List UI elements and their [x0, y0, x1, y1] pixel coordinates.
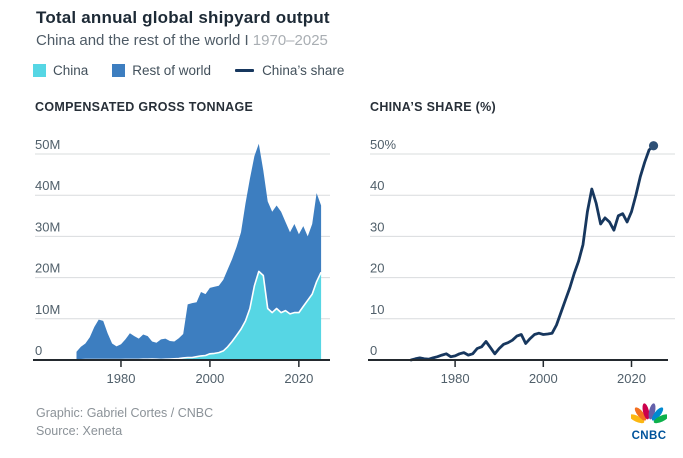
china-share-line — [409, 144, 656, 362]
legend-label-china-share: China’s share — [262, 63, 345, 78]
rest-of-world-swatch-icon — [112, 64, 126, 77]
x-axis-label: 1980 — [441, 371, 470, 386]
y-axis-label: 10 — [370, 302, 384, 317]
cnbc-wordmark: CNBC — [631, 430, 667, 442]
x-axis-label: 2020 — [617, 371, 646, 386]
footer: Graphic: Gabriel Cortes / CNBC Source: X… — [36, 404, 213, 440]
end-point-dot — [648, 141, 659, 151]
y-axis-label: 20M — [35, 261, 60, 276]
y-axis-label: 30 — [370, 219, 384, 234]
graphic-credit: Graphic: Gabriel Cortes / CNBC — [36, 406, 214, 420]
y-axis-label: 50% — [370, 137, 396, 152]
peacock-icon — [629, 403, 669, 424]
legend-item-china-share: China’s share — [235, 63, 344, 78]
y-axis-label: 10M — [35, 302, 60, 317]
y-axis-label: 0 — [370, 343, 377, 358]
legend-label-rest-of-world: Rest of world — [132, 63, 212, 78]
legend-label-china: China — [53, 63, 89, 78]
subtitle-range: 1970–2025 — [252, 32, 328, 49]
line-swatch-icon — [235, 69, 255, 72]
x-axis-label: 1980 — [107, 371, 136, 386]
peacock-feather — [653, 414, 669, 424]
legend-item-china: China — [33, 63, 88, 78]
y-axis-label: 30M — [35, 219, 60, 234]
source-credit: Source: Xeneta — [36, 424, 123, 439]
y-axis-label: 20 — [370, 261, 384, 276]
rest-of-world-area — [76, 143, 322, 360]
legend-item-rest-of-world: Rest of world — [112, 63, 211, 78]
peacock-feather — [642, 403, 650, 420]
y-axis-label: 50M — [35, 137, 60, 152]
peacock-feather — [651, 407, 664, 421]
x-axis-label: 2000 — [529, 371, 558, 386]
y-axis-label: 0 — [35, 343, 42, 358]
share-line-chart: 0 10 20 30 40 50% 1980 2000 2020 — [368, 137, 675, 386]
page-subtitle: China and the rest of the world I 1970–2… — [36, 32, 328, 49]
page-title: Total annual global shipyard output — [36, 8, 330, 27]
right-chart-title: CHINA’S SHARE (%) — [370, 100, 496, 114]
subtitle-main: China and the rest of the world I — [36, 32, 249, 49]
x-axis-label: 2020 — [284, 371, 313, 386]
y-axis-label: 40M — [35, 178, 60, 193]
china-area — [76, 271, 322, 360]
peacock-feather — [629, 414, 645, 424]
stacked-area-chart: 0 10M 20M 30M 40M 50M 1980 2000 2020 — [33, 137, 330, 386]
china-swatch-icon — [33, 64, 46, 77]
legend: China Rest of world China’s share — [33, 63, 368, 78]
y-axis-label: 40 — [370, 178, 384, 193]
cnbc-logo: CNBC — [627, 399, 671, 442]
peacock-feather — [634, 407, 647, 421]
left-chart-title: COMPENSATED GROSS TONNAGE — [35, 100, 254, 114]
x-axis-label: 2000 — [195, 371, 224, 386]
